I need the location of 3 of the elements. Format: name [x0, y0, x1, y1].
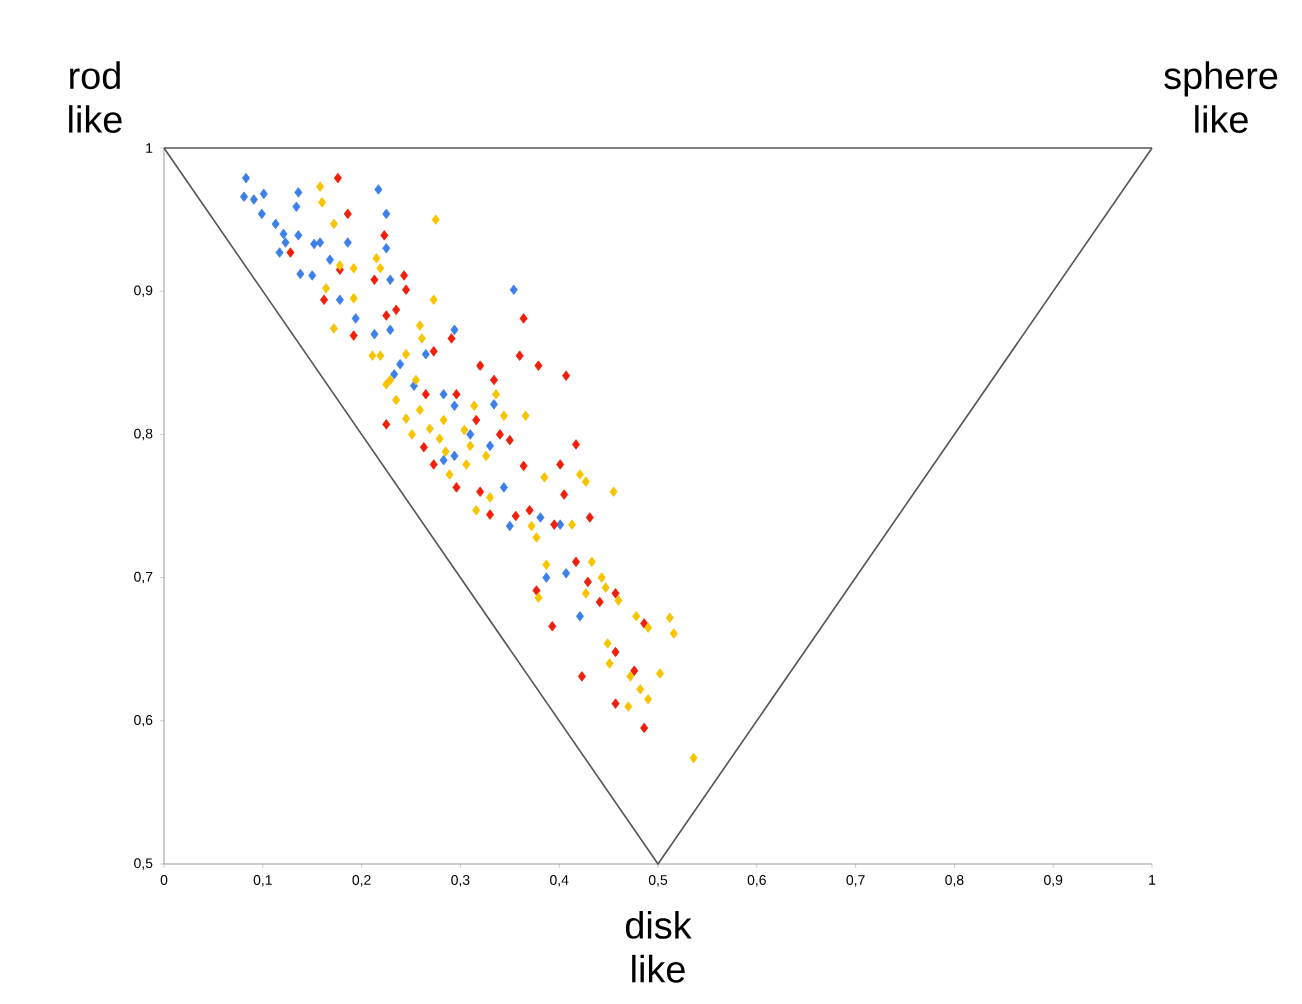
- annotation: disk like: [625, 911, 692, 983]
- annotation: sphere like: [1164, 61, 1278, 133]
- annotation: rod like: [69, 61, 122, 133]
